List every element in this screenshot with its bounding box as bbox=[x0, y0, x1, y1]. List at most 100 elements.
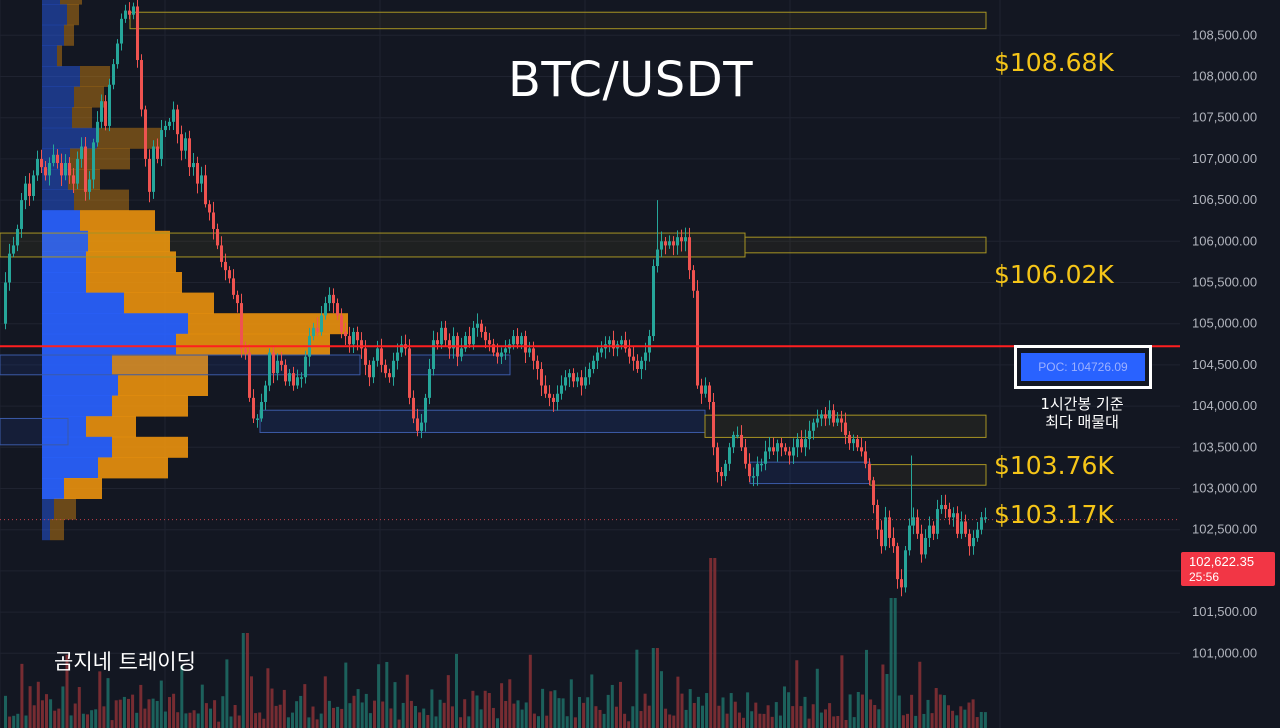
candle bbox=[12, 245, 15, 254]
candle bbox=[696, 290, 699, 386]
volume-bar bbox=[688, 689, 692, 728]
volume-bar bbox=[836, 715, 840, 728]
volume-bar bbox=[139, 684, 143, 728]
candle bbox=[564, 377, 567, 386]
volume-bar bbox=[102, 706, 106, 728]
y-axis-tick-label: 104,500.00 bbox=[1192, 357, 1257, 372]
volume-bar bbox=[557, 698, 561, 728]
candle bbox=[24, 183, 27, 201]
candle bbox=[716, 447, 719, 473]
volume-bar bbox=[844, 719, 848, 728]
volume-profile-sell bbox=[54, 498, 76, 520]
candle bbox=[320, 315, 323, 332]
volume-bar bbox=[795, 660, 799, 728]
candle bbox=[928, 525, 931, 538]
candle bbox=[920, 533, 923, 555]
candle bbox=[212, 212, 215, 229]
volume-bar bbox=[856, 691, 860, 728]
volume-bar bbox=[77, 687, 81, 728]
candle bbox=[472, 327, 475, 345]
candle bbox=[288, 373, 291, 382]
candle bbox=[60, 163, 63, 176]
volume-bar bbox=[873, 705, 877, 728]
candle bbox=[400, 344, 403, 353]
volume-bar bbox=[172, 693, 176, 728]
volume-bar bbox=[73, 703, 77, 728]
volume-bar bbox=[893, 598, 897, 728]
volume-bar bbox=[459, 717, 463, 728]
volume-bar bbox=[32, 705, 36, 728]
level-zone-4 bbox=[869, 464, 987, 486]
volume-bar bbox=[196, 713, 200, 728]
volume-bar bbox=[110, 720, 114, 728]
candle bbox=[76, 158, 79, 184]
poc-note-line1: 1시간봉 기준 bbox=[1040, 395, 1124, 413]
volume-bar bbox=[975, 717, 979, 728]
volume-bar bbox=[651, 648, 655, 728]
candle bbox=[908, 525, 911, 551]
volume-bar bbox=[12, 715, 16, 728]
volume-bar bbox=[791, 706, 795, 728]
candle bbox=[164, 125, 167, 131]
volume-profile-buy bbox=[42, 66, 80, 87]
candle bbox=[344, 331, 347, 337]
price-zones bbox=[0, 11, 987, 486]
candle bbox=[116, 43, 119, 65]
candle bbox=[948, 509, 951, 518]
candle bbox=[72, 175, 75, 184]
volume-profile-buy bbox=[42, 0, 60, 5]
candles bbox=[4, 0, 987, 597]
candle bbox=[700, 385, 703, 394]
y-axis-tick-label: 106,000.00 bbox=[1192, 233, 1257, 248]
candle bbox=[192, 163, 195, 168]
volume-bar bbox=[770, 716, 774, 728]
candle bbox=[56, 154, 59, 164]
volume-bar bbox=[213, 700, 217, 728]
volume-bar bbox=[16, 713, 20, 728]
volume-bar bbox=[565, 716, 569, 728]
candle bbox=[712, 401, 715, 448]
candle bbox=[220, 245, 223, 262]
candle bbox=[124, 10, 127, 19]
volume-bar bbox=[274, 705, 278, 728]
candle bbox=[800, 439, 803, 448]
candle bbox=[636, 360, 639, 370]
candle bbox=[272, 352, 275, 374]
volume-profile-sell bbox=[86, 272, 182, 293]
candle bbox=[492, 344, 495, 353]
volume-bar bbox=[631, 706, 635, 728]
volume-bar bbox=[262, 718, 266, 728]
poc-label: POC: 104726.09 bbox=[1021, 353, 1145, 381]
candle bbox=[828, 410, 831, 419]
candle bbox=[480, 323, 483, 332]
volume-bar bbox=[910, 694, 914, 728]
volume-bar bbox=[184, 713, 188, 728]
candle bbox=[120, 18, 123, 44]
candle bbox=[496, 352, 499, 357]
candle bbox=[152, 146, 155, 192]
volume-bar bbox=[127, 698, 130, 728]
volume-bar bbox=[204, 703, 208, 728]
volume-bar bbox=[250, 676, 253, 728]
level-zone-2 bbox=[0, 232, 746, 258]
volume-bar bbox=[705, 693, 709, 728]
volume-profile-buy bbox=[42, 478, 64, 499]
candle bbox=[52, 154, 55, 164]
candle bbox=[720, 472, 723, 477]
level-zone-1 bbox=[129, 11, 987, 30]
volume-bar bbox=[450, 706, 454, 728]
candle bbox=[440, 327, 443, 345]
candle bbox=[532, 348, 535, 361]
candle bbox=[396, 352, 399, 361]
price-axis[interactable]: 101,000.00101,500.00102,000.00102,500.00… bbox=[1192, 0, 1257, 660]
volume-bar bbox=[389, 708, 393, 728]
candle bbox=[976, 529, 979, 538]
volume-bar bbox=[491, 707, 495, 728]
candle bbox=[824, 414, 827, 419]
volume-bar bbox=[590, 674, 594, 728]
volume-profile-sell bbox=[97, 127, 162, 149]
volume-bar bbox=[504, 700, 508, 728]
candle bbox=[876, 504, 879, 530]
